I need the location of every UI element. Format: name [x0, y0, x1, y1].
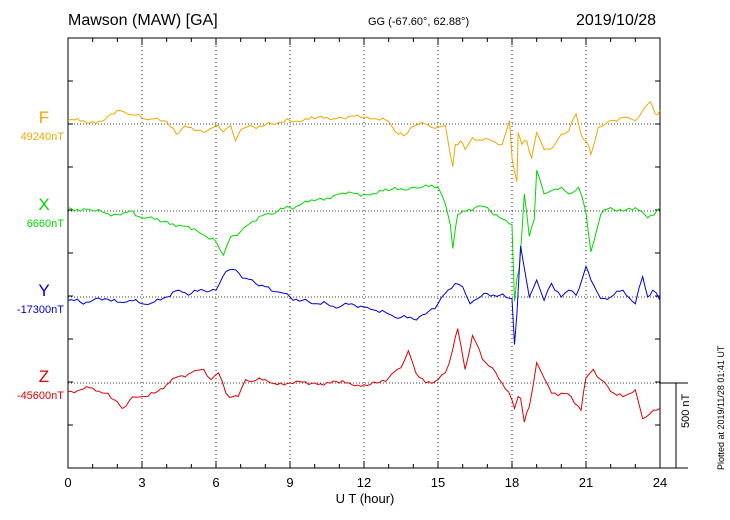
x-tick-label: 6: [212, 475, 220, 490]
channel-name-x: X: [38, 195, 50, 214]
x-tick-label: 18: [504, 475, 520, 490]
series-z-line: [67, 328, 661, 423]
series-x-line: [67, 170, 661, 302]
channel-baseline-y: -17300nT: [16, 304, 64, 316]
plotted-timestamp: Plotted at 2019/11/28 01:41 UT: [716, 345, 726, 470]
x-tick-label: 12: [356, 475, 372, 490]
scale-bar-label: 500 nT: [680, 393, 692, 428]
channel-name-f: F: [38, 108, 50, 127]
x-tick-label: 0: [64, 475, 72, 490]
x-tick-label: 9: [286, 475, 294, 490]
channel-name-z: Z: [38, 367, 50, 386]
x-tick-label: 21: [578, 475, 594, 490]
x-tick-label: 24: [652, 475, 668, 490]
geo-coordinates: GG (-67.60°, 62.88°): [368, 16, 470, 28]
channel-baseline-f: 49240nT: [20, 131, 64, 143]
x-axis-label: U T (hour): [335, 491, 395, 506]
channel-baseline-x: 6660nT: [26, 218, 64, 230]
series-f-line: [67, 101, 661, 182]
series-y-line: [67, 245, 661, 345]
channel-name-y: Y: [38, 281, 50, 300]
station-title: Mawson (MAW) [GA]: [68, 12, 218, 29]
chart-date: 2019/10/28: [576, 12, 657, 29]
x-tick-label: 15: [430, 475, 446, 490]
channel-baseline-z: -45600nT: [16, 390, 64, 402]
x-tick-label: 3: [138, 475, 146, 490]
